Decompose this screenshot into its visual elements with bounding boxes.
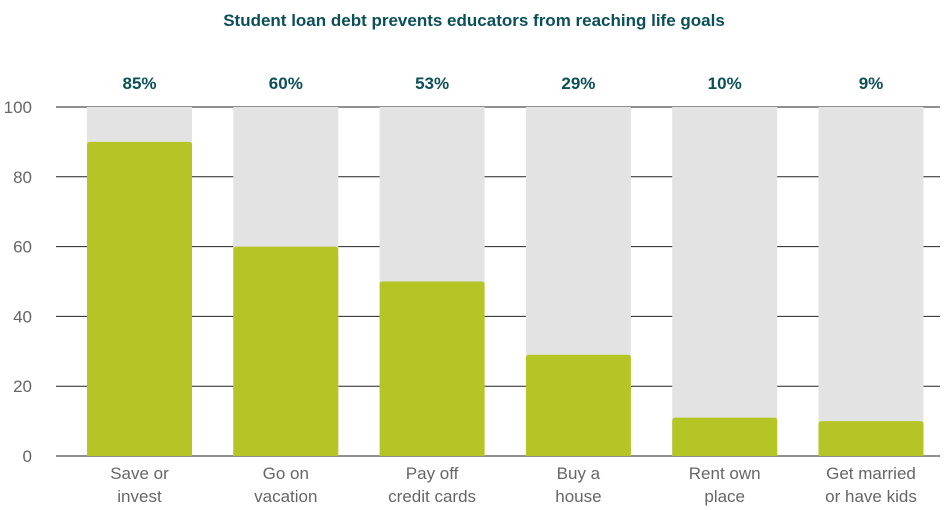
bars	[87, 141, 924, 456]
x-category-label: Rent own	[689, 464, 761, 483]
data-label: 85%	[122, 74, 156, 93]
data-label: 9%	[859, 74, 884, 93]
y-tick-label: 0	[23, 447, 32, 466]
x-category-label: house	[555, 487, 601, 506]
background-track	[672, 107, 778, 456]
data-label: 29%	[561, 74, 595, 93]
x-category-label: or have kids	[825, 487, 917, 506]
chart-title: Student loan debt prevents educators fro…	[223, 11, 725, 30]
x-category-label: Go on	[263, 464, 309, 483]
bar	[233, 246, 339, 456]
background-track	[818, 107, 924, 456]
x-category-label: invest	[117, 487, 162, 506]
y-tick-label: 80	[13, 168, 32, 187]
x-category-label: Save or	[110, 464, 169, 483]
data-label: 10%	[708, 74, 742, 93]
data-labels: 85% 60% 53% 29% 10% 9%	[122, 74, 883, 93]
y-tick-label: 100	[4, 98, 32, 117]
y-tick-label: 20	[13, 377, 32, 396]
background-tracks	[87, 107, 924, 456]
data-label: 53%	[415, 74, 449, 93]
x-category-label: place	[704, 487, 745, 506]
bar	[818, 421, 924, 456]
grid-lines	[56, 106, 940, 457]
x-category-label: credit cards	[388, 487, 476, 506]
bar	[672, 417, 778, 456]
data-label: 60%	[269, 74, 303, 93]
x-category-label: Buy a	[557, 464, 601, 483]
bar	[379, 281, 485, 456]
bar	[87, 141, 192, 456]
x-category-label: vacation	[254, 487, 317, 506]
x-category-label: Get married	[826, 464, 916, 483]
y-tick-label: 60	[13, 238, 32, 257]
bar	[525, 354, 631, 456]
x-axis-categories: Save or invest Go on vacation Pay off credit …	[110, 464, 917, 506]
y-axis-ticks: 0 20 40 60 80 100	[4, 98, 32, 466]
y-tick-label: 40	[13, 307, 32, 326]
x-category-label: Pay off	[406, 464, 459, 483]
